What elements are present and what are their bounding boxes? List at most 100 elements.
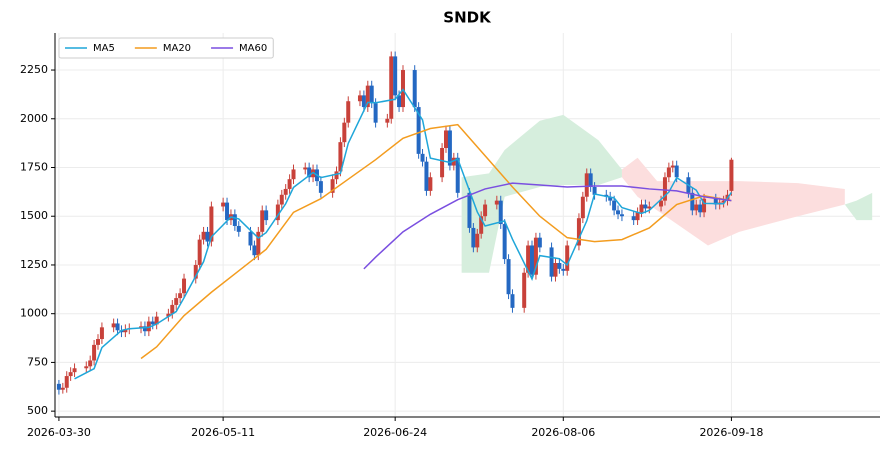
candle-body xyxy=(631,216,636,221)
candle-body xyxy=(721,200,726,203)
candle-body xyxy=(455,157,460,193)
candle-body xyxy=(713,198,718,205)
candle-body xyxy=(373,103,378,123)
candle-body xyxy=(150,321,155,325)
candle-body xyxy=(232,214,237,226)
cloud xyxy=(621,157,845,246)
candle-body xyxy=(205,231,210,242)
candle-body xyxy=(416,107,421,154)
candle-body xyxy=(498,200,503,225)
candle-body xyxy=(412,70,417,108)
candle-body xyxy=(662,177,667,201)
candle-body xyxy=(608,196,613,201)
candle-body xyxy=(96,339,101,345)
candle-body xyxy=(174,298,179,305)
candle-body xyxy=(393,56,398,96)
candle-body xyxy=(647,206,652,209)
legend-label: MA5 xyxy=(93,43,115,54)
candle-body xyxy=(64,376,69,388)
candle-body xyxy=(260,210,265,232)
candle-body xyxy=(428,177,433,191)
candle-body xyxy=(471,227,476,248)
candle-body xyxy=(424,161,429,191)
candle-body xyxy=(553,263,558,277)
candle-body xyxy=(68,372,73,377)
x-tick-label: 2026-03-30 xyxy=(27,426,91,439)
candle-body xyxy=(182,278,187,294)
candle-body xyxy=(440,148,445,178)
candle-body xyxy=(193,264,198,279)
candle-body xyxy=(565,245,570,271)
candle-body xyxy=(549,247,554,277)
candle-body xyxy=(99,327,104,340)
candle-body xyxy=(447,130,452,166)
legend: MA5 MA20 MA60 xyxy=(58,37,274,59)
candle-body xyxy=(334,171,339,180)
y-tick-label: 500 xyxy=(27,404,48,417)
candle-body xyxy=(256,231,261,256)
candle-body xyxy=(115,323,120,331)
candle-body xyxy=(502,224,507,260)
candle-body xyxy=(510,294,515,308)
y-tick-label: 1250 xyxy=(20,258,48,271)
cloud xyxy=(844,192,873,221)
candle-body xyxy=(389,56,394,119)
candle-body xyxy=(365,85,370,108)
candle-body xyxy=(154,316,159,325)
candle-body xyxy=(318,181,323,193)
y-tick-label: 2250 xyxy=(20,63,48,76)
candle-body xyxy=(557,263,562,269)
candle-body xyxy=(729,159,734,191)
candle-body xyxy=(643,204,648,209)
candle-body xyxy=(357,95,362,102)
candle-body xyxy=(342,122,347,143)
candle-body xyxy=(639,204,644,213)
candle-body xyxy=(330,179,335,193)
candle-body xyxy=(451,157,456,166)
candle-body xyxy=(616,210,621,215)
candle-body xyxy=(303,167,308,170)
candle-body xyxy=(209,206,214,242)
candle-body xyxy=(142,326,147,332)
candle-body xyxy=(264,210,269,221)
candle-body xyxy=(221,202,226,207)
candle-body xyxy=(702,198,707,213)
candle-body xyxy=(619,214,624,217)
candle-body xyxy=(526,245,531,273)
candle-body xyxy=(338,142,343,172)
candle-body xyxy=(178,293,183,299)
candle-body xyxy=(659,200,664,207)
candle-body xyxy=(385,118,390,123)
x-tick-label: 2026-09-18 xyxy=(699,426,763,439)
candle-body xyxy=(584,173,589,197)
candle-body xyxy=(483,204,488,217)
candle-body xyxy=(225,202,230,221)
y-tick-label: 750 xyxy=(27,355,48,368)
ma-line xyxy=(363,182,732,270)
y-tick-label: 2000 xyxy=(20,112,48,125)
candle-body xyxy=(698,204,703,213)
candle-body xyxy=(475,233,480,248)
candle-body xyxy=(146,321,151,332)
candle-body xyxy=(197,239,202,265)
candle-body xyxy=(248,231,253,246)
y-tick-label: 1750 xyxy=(20,160,48,173)
candle-body xyxy=(92,344,97,361)
candle-body xyxy=(252,245,257,256)
candle-body xyxy=(283,188,288,195)
candle-body xyxy=(443,130,448,149)
candle-body xyxy=(588,173,593,187)
candle-body xyxy=(275,204,280,221)
candle-body xyxy=(307,167,312,178)
x-tick-label: 2026-08-06 xyxy=(531,426,595,439)
candle-body xyxy=(580,196,585,219)
cloud xyxy=(461,114,622,273)
candle-body xyxy=(537,237,542,248)
candle-body xyxy=(612,200,617,211)
legend-label: MA20 xyxy=(163,43,191,54)
ma-line xyxy=(74,88,733,380)
candle-body xyxy=(72,368,77,373)
x-tick-label: 2026-05-11 xyxy=(191,426,255,439)
legend-label: MA60 xyxy=(239,43,267,54)
